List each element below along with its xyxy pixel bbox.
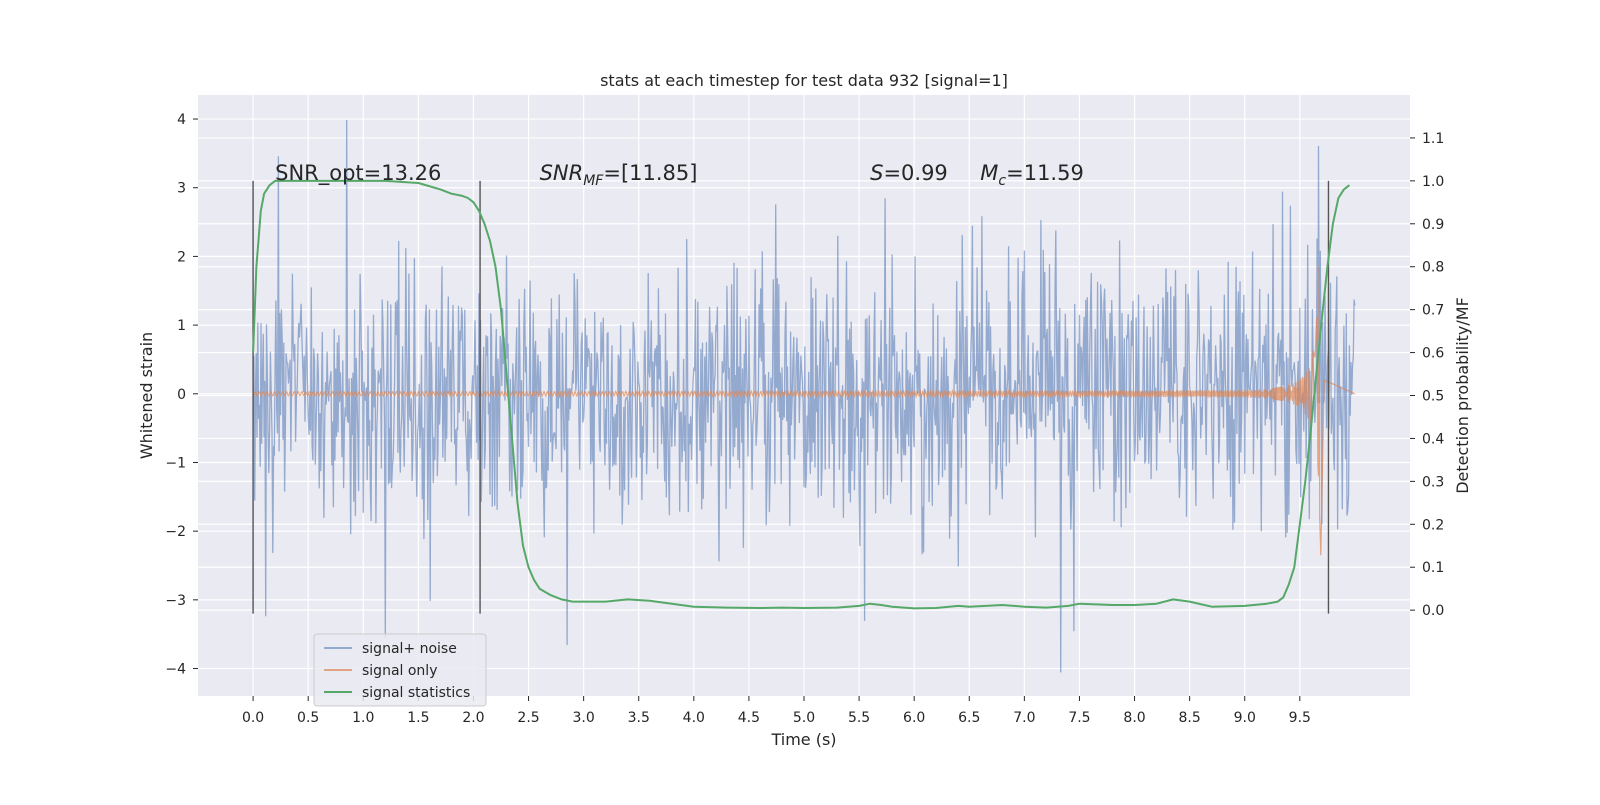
y-tick-label-right: 0.0: [1422, 603, 1444, 619]
x-tick-label: 2.5: [517, 710, 539, 726]
x-tick-label: 1.5: [407, 710, 429, 726]
y-tick-label-left: −1: [165, 455, 186, 471]
y-tick-label-left: −3: [165, 593, 186, 609]
x-tick-label: 5.0: [793, 710, 815, 726]
x-tick-label: 1.0: [352, 710, 374, 726]
legend: signal+ noise signal only signal statist…: [313, 633, 487, 707]
x-tick-label: 7.0: [1013, 710, 1035, 726]
y-tick-label-left: 3: [177, 181, 186, 197]
y-tick-label-right: 0.7: [1422, 303, 1444, 319]
x-tick-label: 7.5: [1068, 710, 1090, 726]
y-axis-label-left: Whitened strain: [137, 332, 156, 459]
x-tick-label: 4.5: [738, 710, 760, 726]
signal-statistics-line: [252, 179, 1351, 610]
y-tick-label-left: −2: [165, 524, 186, 540]
x-tick-label: 8.0: [1123, 710, 1145, 726]
legend-label-signal-plus-noise: signal+ noise: [362, 641, 457, 657]
y-tick-label-right: 1.0: [1422, 174, 1444, 190]
x-tick-label: 8.5: [1179, 710, 1201, 726]
x-tick-label: 0.5: [297, 710, 319, 726]
legend-label-signal-only: signal only: [362, 663, 437, 679]
x-tick-label: 5.5: [848, 710, 870, 726]
signal-only-line: [252, 266, 1356, 556]
series-signal-plus-noise: [252, 119, 1356, 673]
series-signal-statistics: [252, 179, 1351, 610]
y-tick-label-right: 0.2: [1422, 517, 1444, 533]
y-tick-label-right: 0.8: [1422, 260, 1444, 276]
y-tick-label-right: 0.3: [1422, 474, 1444, 490]
x-tick-label: 6.0: [903, 710, 925, 726]
y-tick-label-left: −4: [165, 662, 186, 678]
series-signal-only: [252, 266, 1356, 556]
x-tick-label: 3.0: [573, 710, 595, 726]
y-axis-label-right: Detection probability/MF: [1453, 297, 1472, 494]
annotation-snr-opt: SNR_opt=13.26: [275, 161, 441, 186]
y-tick-label-left: 0: [177, 387, 186, 403]
x-tick-label: 0.0: [242, 710, 264, 726]
y-tick-label-right: 0.9: [1422, 217, 1444, 233]
y-tick-label-left: 2: [177, 249, 186, 265]
x-tick-label: 6.5: [958, 710, 980, 726]
annotation-mc: Mc=11.59: [980, 161, 1084, 189]
x-tick-label: 9.5: [1289, 710, 1311, 726]
y-tick-label-left: 4: [177, 112, 186, 128]
y-tick-label-right: 0.4: [1422, 431, 1444, 447]
y-tick-label-right: 0.1: [1422, 560, 1444, 576]
axis-ticks: 0.0 0.5 1.0 1.5 2.0 2.5 3.0 3.5 4.0 4.5 5.0 5.5 6.0 6…: [165, 112, 1444, 726]
y-tick-label-right: 1.1: [1422, 131, 1444, 147]
x-tick-label: 3.5: [628, 710, 650, 726]
x-tick-label: 2.0: [462, 710, 484, 726]
legend-box: [313, 633, 487, 707]
x-tick-label: 4.0: [683, 710, 705, 726]
y-tick-label-right: 0.6: [1422, 346, 1444, 362]
annotation-snr-mf: SNRMF=[11.85]: [540, 161, 698, 189]
legend-label-signal-statistics: signal statistics: [362, 685, 470, 701]
x-axis-label: Time (s): [770, 730, 836, 749]
chart-title: stats at each timestep for test data 932…: [600, 71, 1008, 90]
annotation-s: S=0.99: [870, 161, 948, 185]
signal-plus-noise-line: [252, 119, 1356, 673]
y-tick-label-left: 1: [177, 318, 186, 334]
y-tick-label-right: 0.5: [1422, 389, 1444, 405]
x-tick-label: 9.0: [1234, 710, 1256, 726]
